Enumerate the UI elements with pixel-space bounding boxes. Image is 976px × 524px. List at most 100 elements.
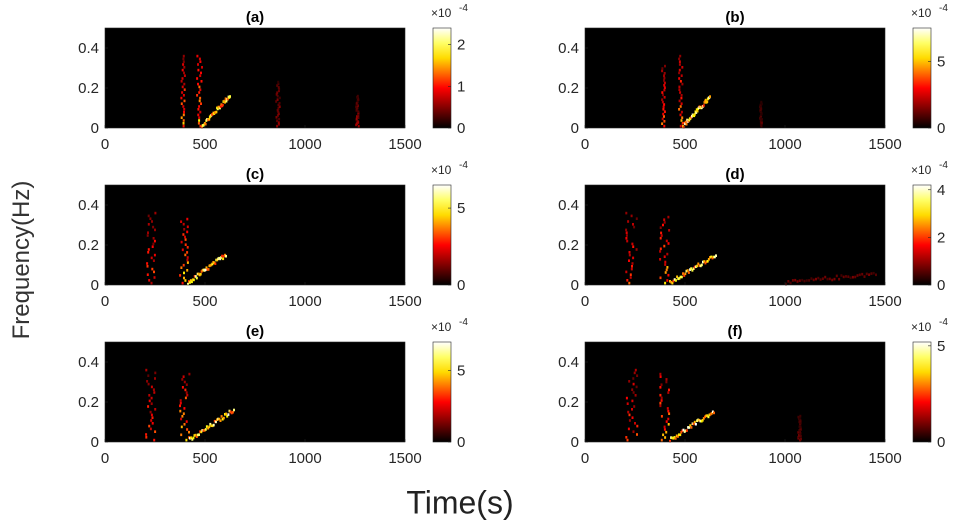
- ridge-3-pixel: [705, 414, 708, 418]
- ridge-1-pixel: [153, 276, 156, 279]
- ridge-4-pixel: [276, 91, 279, 94]
- colorbar-tick-label: 0: [457, 434, 465, 451]
- ridge-2-pixel: [180, 266, 183, 269]
- ridge-4-pixel: [861, 272, 864, 276]
- ridge-1-pixel: [627, 410, 630, 414]
- ridge-3-pixel: [675, 434, 678, 438]
- ridge-3-pixel: [697, 418, 700, 422]
- ridge-4-pixel: [840, 274, 843, 277]
- ridge-3-pixel: [190, 436, 193, 439]
- ridge-1-pixel: [151, 220, 153, 223]
- ridge-1-pixel: [631, 399, 634, 403]
- ridge-3-pixel: [704, 415, 706, 419]
- ridge-4-pixel: [856, 274, 859, 277]
- ridge-3-pixel: [680, 275, 683, 279]
- ridge-3-pixel: [669, 280, 671, 283]
- ridge-2-pixel: [663, 428, 666, 431]
- ridge-2-pixel: [186, 230, 189, 234]
- ridge-2-pixel: [678, 68, 681, 72]
- y-tick-label: 0.2: [558, 237, 579, 254]
- ridge-3-pixel: [226, 97, 229, 101]
- ridge-3-pixel: [225, 412, 228, 416]
- y-tick-label: 0: [91, 434, 99, 451]
- ridge-1-pixel: [632, 256, 635, 260]
- ridge-2-pixel: [201, 66, 203, 69]
- ridge-3-pixel: [690, 426, 693, 429]
- ridge-4-pixel: [277, 82, 280, 86]
- ridge-1-pixel: [634, 368, 637, 372]
- plot-frame: [104, 184, 406, 286]
- ridge-2-pixel: [186, 225, 189, 229]
- plot-background: [105, 28, 405, 128]
- ridge-4-pixel: [278, 87, 281, 91]
- ridge-1-pixel: [147, 223, 150, 226]
- ridge-2-pixel: [198, 85, 201, 89]
- ridge-2-pixel: [196, 54, 199, 58]
- ridge-1-pixel: [630, 214, 633, 218]
- ridge-3-pixel: [688, 426, 691, 429]
- ridge-3-pixel: [672, 437, 675, 440]
- ridge-4-pixel: [276, 109, 279, 112]
- x-tick-label: 1000: [768, 450, 801, 467]
- ridge-3-pixel: [700, 419, 703, 423]
- ridge-3-pixel: [682, 125, 685, 129]
- ridge-2-pixel: [667, 242, 670, 245]
- colorbar-scale-label: ×10: [911, 6, 932, 20]
- ridge-2-pixel: [665, 378, 668, 381]
- ridge-1-pixel: [182, 119, 185, 122]
- ridge-3-pixel: [207, 268, 210, 271]
- ridge-3-pixel: [228, 409, 231, 413]
- ridge-3-pixel: [217, 417, 220, 421]
- colorbar-tick-label: 5: [457, 200, 465, 217]
- ridge-1-pixel: [635, 385, 638, 389]
- ridge-3-pixel: [194, 275, 197, 278]
- ridge-2-pixel: [678, 99, 681, 103]
- ridge-1-pixel: [183, 71, 185, 75]
- ridge-2-pixel: [667, 391, 670, 394]
- ridge-4-pixel: [759, 103, 762, 107]
- ridge-4-pixel: [868, 273, 871, 276]
- ridge-1-pixel: [151, 245, 154, 248]
- ridge-3-pixel: [703, 260, 706, 263]
- ridge-1-pixel: [636, 374, 639, 377]
- ridge-1-pixel: [636, 424, 639, 428]
- ridge-1-pixel: [626, 402, 629, 405]
- ridge-3-pixel: [670, 280, 673, 284]
- ridge-3-pixel: [683, 430, 686, 433]
- ridge-1-pixel: [181, 77, 184, 80]
- ridge-1-pixel: [148, 424, 151, 428]
- ridge-2-pixel: [182, 412, 185, 415]
- ridge-2-pixel: [188, 372, 191, 376]
- ridge-3-pixel: [196, 433, 199, 437]
- ridge-2-pixel: [184, 235, 186, 239]
- ridge-3-pixel: [671, 281, 674, 285]
- ridge-3-pixel: [679, 275, 682, 279]
- ridge-2-pixel: [668, 388, 670, 392]
- ridge-4-pixel: [810, 277, 813, 280]
- ridge-3-pixel: [204, 428, 207, 431]
- ridge-2-pixel: [185, 420, 188, 423]
- ridge-4-pixel: [785, 282, 787, 286]
- ridge-4-pixel: [808, 279, 811, 282]
- ridge-1-pixel: [145, 436, 148, 439]
- ridge-1-pixel: [147, 248, 150, 251]
- ridge-3-pixel: [696, 109, 699, 113]
- ridge-2-pixel: [186, 261, 189, 264]
- ridge-4-pixel: [760, 118, 763, 121]
- ridge-1-pixel: [147, 374, 150, 377]
- ridge-1-pixel: [663, 88, 666, 92]
- ridge-3-pixel: [225, 99, 228, 103]
- ridge-2-pixel: [200, 102, 202, 105]
- ridge-2-pixel: [678, 108, 681, 111]
- subplot-3: (c) 0 500 1000 1500 0 0.2 0.4 0 5 ×10 -4: [78, 160, 468, 310]
- ridge-3-pixel: [198, 433, 200, 436]
- colorbar-scale-exponent: -4: [939, 3, 948, 14]
- ridge-3-pixel: [219, 105, 222, 108]
- ridge-2-pixel: [659, 276, 662, 280]
- ridge-3-pixel: [670, 436, 673, 439]
- ridge-2-pixel: [185, 391, 188, 394]
- ridge-2-pixel: [659, 404, 662, 408]
- ridge-2-pixel: [182, 222, 185, 226]
- ridge-1-pixel: [150, 396, 153, 400]
- ridge-2-pixel: [663, 255, 666, 258]
